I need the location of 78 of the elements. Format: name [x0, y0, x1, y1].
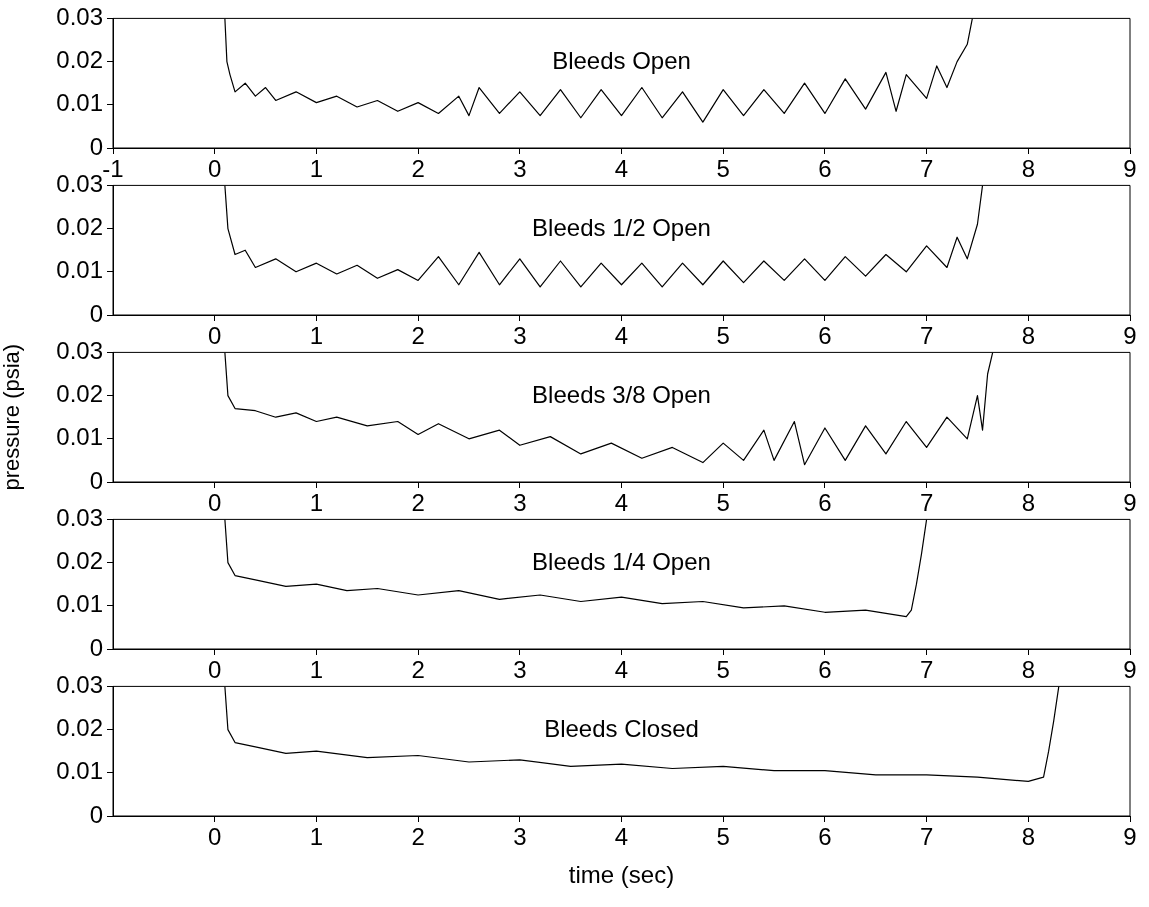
- x-tick-label: 4: [614, 155, 629, 183]
- x-tick-label: 2: [411, 823, 425, 851]
- x-tick-label: 8: [1021, 656, 1035, 684]
- y-tick-label: 0.03: [56, 3, 103, 31]
- x-tick-label: 5: [716, 322, 730, 350]
- x-tick-label: 8: [1021, 322, 1035, 350]
- y-tick-label: 0: [89, 466, 103, 494]
- y-tick-label: 0.01: [56, 256, 103, 284]
- x-axis-title: time (sec): [568, 861, 675, 889]
- x-tick-label: 8: [1021, 823, 1035, 851]
- x-tick-label: 0: [208, 322, 222, 350]
- x-tick-label: 7: [919, 489, 934, 517]
- x-tick-label: 3: [513, 322, 527, 350]
- x-tick-label: 1: [309, 489, 324, 517]
- x-tick-label: 9: [1123, 656, 1137, 684]
- x-tick-label: 7: [919, 155, 934, 183]
- x-tick-label: -1: [102, 155, 124, 183]
- x-tick-label: 2: [411, 322, 425, 350]
- x-tick-label: 4: [614, 489, 629, 517]
- text: Bleeds Closed: [544, 715, 699, 743]
- y-tick-label: 0.03: [56, 170, 103, 198]
- text: Bleeds 1/4 Open: [532, 548, 711, 576]
- y-tick-label: 0.02: [56, 46, 103, 74]
- x-tick-label: 4: [614, 656, 629, 684]
- x-tick-label: 3: [513, 489, 527, 517]
- x-tick-label: 8: [1021, 155, 1035, 183]
- x-tick-label: 7: [919, 823, 934, 851]
- y-tick-label: 0: [89, 299, 103, 327]
- x-tick-label: 3: [513, 656, 527, 684]
- y-axis-title: pressure (psia): [0, 343, 25, 491]
- y-tick-label: 0.02: [56, 547, 103, 575]
- y-tick-label: 0.01: [56, 590, 103, 618]
- x-tick-label: 9: [1123, 823, 1137, 851]
- x-tick-label: 3: [513, 823, 527, 851]
- y-tick-label: 0.01: [56, 423, 103, 451]
- x-tick-label: 9: [1123, 489, 1137, 517]
- y-tick-label: 0.01: [56, 89, 103, 117]
- x-tick-label: 6: [818, 155, 832, 183]
- y-tick-label: 0.01: [56, 757, 103, 785]
- text: Bleeds 1/2 Open: [532, 214, 711, 242]
- x-tick-label: 6: [818, 489, 832, 517]
- x-tick-label: 5: [716, 489, 730, 517]
- x-tick-label: 0: [208, 489, 222, 517]
- x-tick-label: 1: [309, 155, 324, 183]
- y-tick-label: 0: [89, 800, 103, 828]
- x-tick-label: 5: [716, 155, 730, 183]
- x-tick-label: 0: [208, 155, 222, 183]
- x-tick-label: 6: [818, 656, 832, 684]
- x-tick-label: 5: [716, 656, 730, 684]
- x-tick-label: 1: [309, 656, 324, 684]
- x-tick-label: 5: [716, 823, 730, 851]
- x-tick-label: 0: [208, 823, 222, 851]
- y-tick-label: 0: [89, 132, 103, 160]
- x-tick-label: 6: [818, 322, 832, 350]
- x-tick-label: 4: [614, 322, 629, 350]
- x-tick-label: 4: [614, 823, 629, 851]
- x-tick-label: 9: [1123, 322, 1137, 350]
- x-tick-label: 0: [208, 656, 222, 684]
- y-tick-label: 0.02: [56, 714, 103, 742]
- text: Bleeds Open: [552, 47, 691, 75]
- x-tick-label: 1: [309, 322, 324, 350]
- x-tick-label: 8: [1021, 489, 1035, 517]
- x-tick-label: 7: [919, 322, 934, 350]
- x-tick-label: 6: [818, 823, 832, 851]
- x-tick-label: 3: [513, 155, 527, 183]
- text: Bleeds 3/8 Open: [532, 381, 711, 409]
- y-tick-label: 0.02: [56, 380, 103, 408]
- x-tick-label: 1: [309, 823, 324, 851]
- y-tick-label: 0: [89, 633, 103, 661]
- y-tick-label: 0.03: [56, 504, 103, 532]
- y-tick-label: 0.02: [56, 213, 103, 241]
- y-tick-label: 0.03: [56, 337, 103, 365]
- x-tick-label: 9: [1123, 155, 1137, 183]
- x-tick-label: 2: [411, 155, 425, 183]
- x-tick-label: 2: [411, 656, 425, 684]
- x-tick-label: 2: [411, 489, 425, 517]
- y-tick-label: 0.03: [56, 671, 103, 699]
- x-tick-label: 7: [919, 656, 934, 684]
